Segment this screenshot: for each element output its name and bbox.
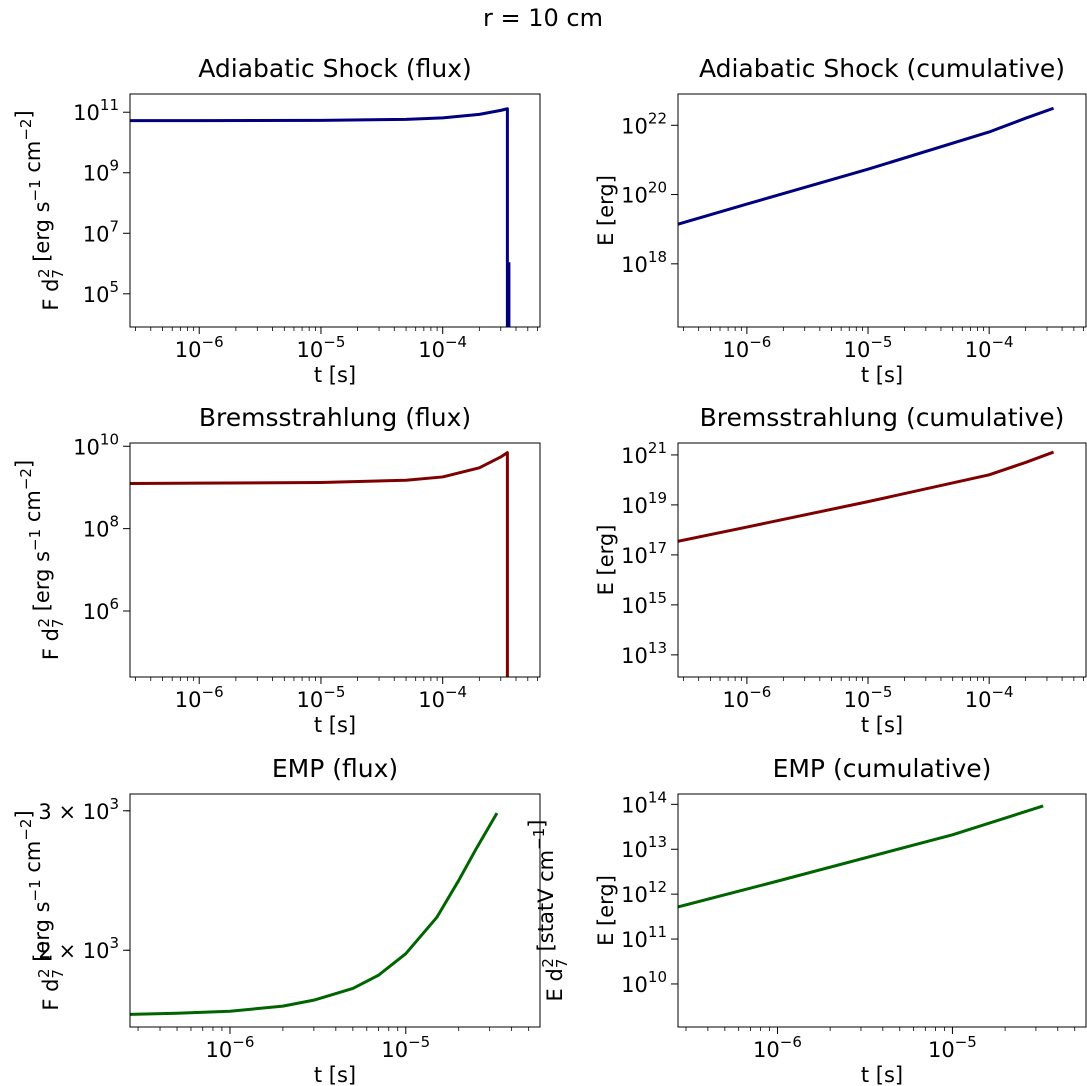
minor-ticks bbox=[135, 677, 538, 681]
figure-suptitle: r = 10 cm bbox=[483, 4, 603, 32]
y-tick-label: 1013 bbox=[621, 639, 667, 668]
y-tick-label: 1017 bbox=[621, 539, 667, 568]
y-axis-label-secondary: E d72 [statV cm−1] bbox=[525, 820, 571, 1002]
minor-ticks bbox=[683, 327, 1084, 331]
panel-title: Adiabatic Shock (flux) bbox=[198, 54, 472, 83]
series-line bbox=[130, 107, 511, 327]
y-tick-label: 1010 bbox=[73, 430, 119, 459]
x-axis-label: t [s] bbox=[314, 713, 356, 737]
x-tick-label: 10−4 bbox=[418, 333, 467, 362]
x-tick-label: 10−6 bbox=[753, 1033, 802, 1062]
axes-frame bbox=[129, 793, 541, 1028]
panel-title: Bremsstrahlung (cumulative) bbox=[700, 403, 1065, 432]
y-tick-label: 1014 bbox=[621, 788, 667, 817]
x-axis-label: t [s] bbox=[861, 713, 903, 737]
series-line bbox=[678, 106, 1055, 226]
panels: Adiabatic Shock (flux) 10−6 10−5 10−4 105 107… bbox=[12, 54, 1087, 1086]
x-tick-label: 10−5 bbox=[297, 333, 346, 362]
x-tick-label: 10−6 bbox=[722, 683, 771, 712]
y-tick-label: 1013 bbox=[621, 833, 667, 862]
panel-title: Adiabatic Shock (cumulative) bbox=[699, 54, 1065, 83]
y-tick-label: 108 bbox=[83, 513, 119, 542]
panel-emp-cumulative: EMP (cumulative) 10−6 10−5 1010 1011 1012 1013… bbox=[594, 754, 1087, 1086]
panel-title: EMP (cumulative) bbox=[773, 754, 992, 783]
minor-ticks bbox=[126, 810, 530, 1031]
panel-bremsstrahlung-flux: Bremsstrahlung (flux) 10−6 10−5 10−4 106 108 1… bbox=[12, 403, 541, 737]
y-tick-label: 1019 bbox=[621, 489, 667, 518]
x-tick-label: 10−6 bbox=[722, 333, 771, 362]
y-axis-label: E [erg] bbox=[594, 175, 618, 246]
y-tick-label: 109 bbox=[83, 157, 119, 186]
series-line bbox=[678, 450, 1055, 543]
x-tick-label: 10−6 bbox=[175, 333, 224, 362]
x-tick-label: 10−5 bbox=[297, 683, 346, 712]
y-axis-label: F d72 [erg s−1 cm−2] bbox=[12, 460, 67, 660]
axes-frame bbox=[129, 442, 541, 678]
y-axis-label: E [erg] bbox=[594, 875, 618, 946]
x-tick-label: 10−4 bbox=[965, 683, 1014, 712]
x-tick-label: 10−6 bbox=[175, 683, 224, 712]
y-tick-label: 2 × 103 bbox=[38, 934, 119, 963]
axes-frame bbox=[677, 93, 1087, 328]
x-tick-label: 10−5 bbox=[381, 1033, 430, 1062]
minor-ticks bbox=[685, 1027, 1076, 1031]
series-line bbox=[130, 812, 499, 1016]
y-tick-label: 1011 bbox=[73, 96, 119, 125]
y-tick-label: 1010 bbox=[621, 968, 667, 997]
y-tick-label: 1015 bbox=[621, 589, 667, 618]
y-axis-label: F d72 [erg s−1 cm−2] bbox=[12, 810, 67, 1010]
y-tick-label: 1011 bbox=[621, 923, 667, 952]
series-line bbox=[130, 451, 509, 677]
x-tick-label: 10−6 bbox=[206, 1033, 255, 1062]
x-axis-label: t [s] bbox=[314, 1063, 356, 1086]
panel-title: Bremsstrahlung (flux) bbox=[199, 403, 471, 432]
x-axis-label: t [s] bbox=[861, 363, 903, 387]
y-tick-label: 1020 bbox=[621, 179, 667, 208]
series-line bbox=[678, 804, 1044, 909]
axes-frame bbox=[129, 93, 541, 328]
y-tick-label: 1018 bbox=[621, 248, 667, 277]
x-tick-label: 10−5 bbox=[928, 1033, 977, 1062]
minor-ticks bbox=[683, 677, 1084, 681]
x-tick-label: 10−5 bbox=[844, 333, 893, 362]
y-axis-label: F d72 [erg s−1 cm−2] bbox=[12, 110, 67, 310]
axes-frame bbox=[677, 442, 1087, 678]
panel-bremsstrahlung-cumulative: Bremsstrahlung (cumulative) 10−6 10−5 10−4 1… bbox=[594, 403, 1087, 737]
y-tick-label: 1022 bbox=[621, 109, 667, 138]
minor-ticks bbox=[135, 327, 538, 331]
y-tick-label: 3 × 103 bbox=[38, 795, 119, 824]
panel-emp-flux: EMP (flux) 10−6 10−5 2 × 103 3 × 103 t [s] F d… bbox=[12, 754, 571, 1086]
panel-adiabatic-cumulative: Adiabatic Shock (cumulative) 10−6 10−5 10−4… bbox=[594, 54, 1087, 387]
y-tick-label: 105 bbox=[83, 278, 119, 307]
x-axis-label: t [s] bbox=[314, 363, 356, 387]
y-tick-label: 1012 bbox=[621, 878, 667, 907]
y-tick-label: 1021 bbox=[621, 439, 667, 468]
x-tick-label: 10−5 bbox=[844, 683, 893, 712]
axes-frame bbox=[677, 793, 1087, 1028]
x-axis-label: t [s] bbox=[861, 1063, 903, 1086]
panel-adiabatic-flux: Adiabatic Shock (flux) 10−6 10−5 10−4 105 107… bbox=[12, 54, 541, 387]
x-tick-label: 10−4 bbox=[418, 683, 467, 712]
x-tick-label: 10−4 bbox=[965, 333, 1014, 362]
y-tick-label: 107 bbox=[83, 217, 119, 246]
y-tick-label: 106 bbox=[83, 595, 119, 624]
panel-title: EMP (flux) bbox=[272, 754, 398, 783]
y-axis-label: E [erg] bbox=[594, 525, 618, 596]
